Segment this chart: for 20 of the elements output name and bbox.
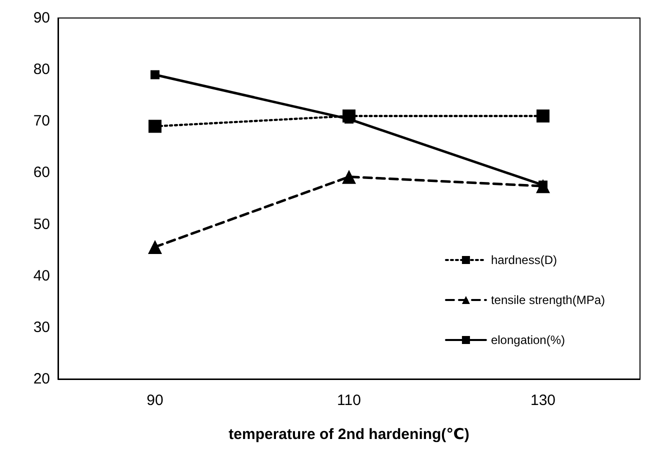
legend-label: tensile strength(MPa) (490, 293, 606, 307)
legend-label: hardness(D) (490, 253, 557, 267)
x-tick-label: 90 (146, 392, 164, 409)
y-tick-label: 40 (33, 267, 50, 284)
x-tick-label: 110 (337, 392, 361, 409)
point (148, 120, 162, 133)
point (148, 240, 162, 254)
y-tick-label: 30 (33, 318, 50, 336)
y-tick-label: 70 (33, 112, 50, 130)
point (536, 109, 550, 122)
y-tick-label: 80 (33, 61, 50, 78)
y-tick-label: 60 (33, 164, 50, 182)
x-axis-title: temperature of 2nd hardening(℃) (228, 426, 470, 443)
y-tick-label: 20 (33, 370, 50, 388)
point (150, 70, 160, 80)
legend-label: elongation(%) (490, 333, 565, 347)
y-tick-label: 50 (33, 216, 50, 233)
y-tick-label: 90 (33, 10, 50, 26)
point (342, 170, 356, 184)
x-tick-label: 130 (530, 392, 556, 409)
